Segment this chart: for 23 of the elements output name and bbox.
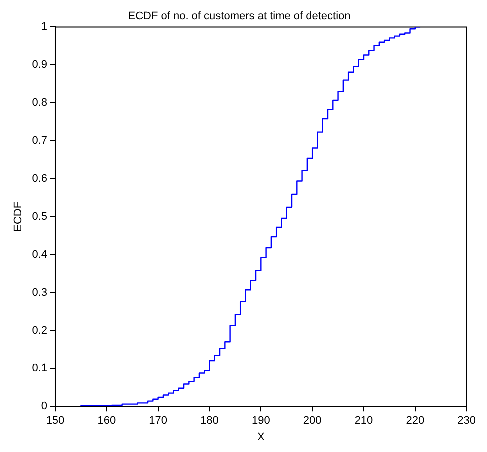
x-tick-label: 170 [149, 415, 168, 428]
y-tick-label: 0.7 [32, 135, 48, 148]
x-tick-label: 220 [406, 415, 425, 428]
y-tick-label: 0.9 [32, 59, 48, 72]
x-tick-label: 190 [252, 415, 270, 428]
chart-title: ECDF of no. of customers at time of detection [128, 10, 351, 23]
y-tick-label: 0.6 [32, 172, 48, 185]
x-tick-label: 180 [200, 415, 219, 428]
y-tick-label: 0.4 [32, 248, 48, 261]
x-tick-label: 210 [354, 415, 374, 428]
y-tick-label: 0.3 [32, 286, 48, 299]
y-tick-label: 0 [41, 400, 48, 413]
y-tick-label: 0.8 [32, 97, 48, 110]
x-tick-label: 230 [458, 415, 476, 428]
x-tick-label: 150 [46, 415, 65, 428]
y-tick-label: 0.2 [32, 324, 48, 337]
y-tick-label: 0.1 [32, 362, 48, 375]
y-tick-label: 0.5 [32, 210, 48, 223]
y-axis-title: ECDF [12, 202, 25, 232]
x-tick-label: 160 [98, 415, 116, 428]
x-axis-title: X [257, 431, 266, 444]
y-tick-label: 1 [41, 21, 48, 34]
x-tick-label: 200 [303, 415, 322, 428]
